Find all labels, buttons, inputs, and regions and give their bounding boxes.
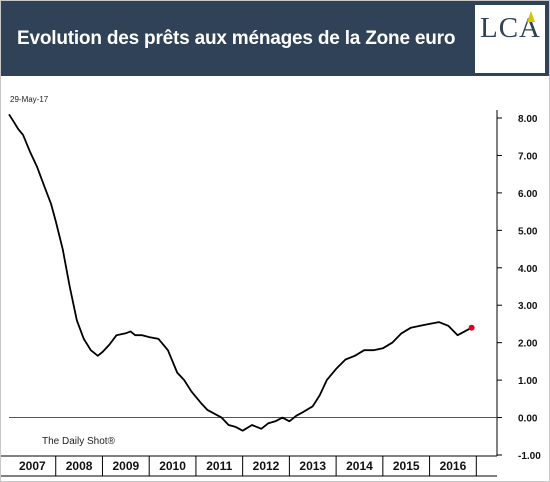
series-line xyxy=(8,113,473,432)
x-tick-label: 2009 xyxy=(112,459,139,473)
y-tick-label: 5.00 xyxy=(518,226,538,237)
y-tick-label: -1.00 xyxy=(518,451,541,462)
lca-logo: LCA xyxy=(475,5,545,73)
date-label: 29-May-17 xyxy=(10,95,49,104)
y-tick-label: 6.00 xyxy=(518,189,538,200)
y-tick-label: 8.00 xyxy=(518,114,538,125)
x-tick-label: 2008 xyxy=(66,459,93,473)
x-tick-label: 2015 xyxy=(393,459,420,473)
x-tick-label: 2012 xyxy=(253,459,280,473)
x-tick-label: 2016 xyxy=(440,459,467,473)
last-point-marker xyxy=(468,324,475,331)
y-tick-label: 2.00 xyxy=(518,339,538,350)
y-tick-label: 0.00 xyxy=(518,414,538,425)
x-tick-label: 2014 xyxy=(346,459,373,473)
y-tick-label: 3.00 xyxy=(518,301,538,312)
x-tick-label: 2007 xyxy=(19,459,46,473)
x-tick-label: 2013 xyxy=(299,459,326,473)
logo-accent-mark xyxy=(527,11,535,22)
x-tick-label: 2011 xyxy=(206,459,232,473)
y-tick-label: 4.00 xyxy=(518,264,538,275)
y-tick-label: 1.00 xyxy=(518,376,538,387)
x-tick-label: 2010 xyxy=(159,459,186,473)
source-label: The Daily Shot® xyxy=(42,436,115,447)
chart-header: Evolution des prêts aux ménages de la Zo… xyxy=(1,1,549,76)
y-tick-label: 7.00 xyxy=(518,151,538,162)
chart-title: Evolution des prêts aux ménages de la Zo… xyxy=(17,28,456,49)
